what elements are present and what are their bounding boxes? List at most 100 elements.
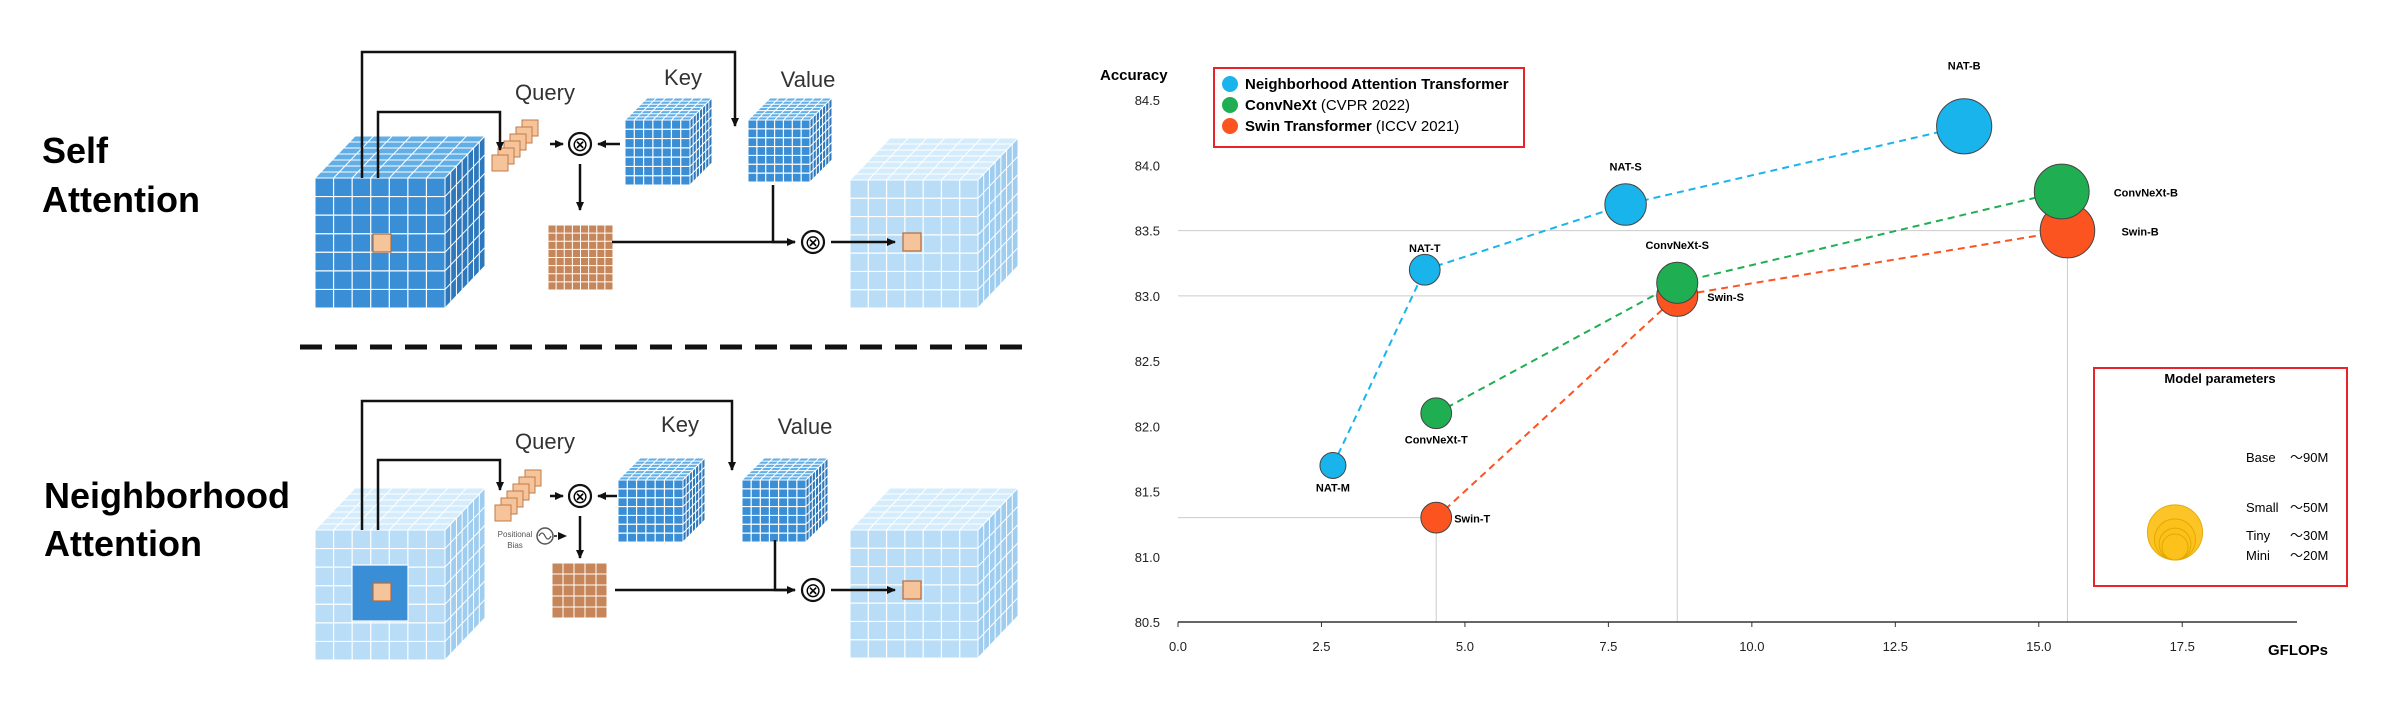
point-convnext-t [1420,397,1453,430]
point-nat-t [1408,253,1441,286]
query-pixel-icon [372,233,392,253]
y-tick-label: 83.0 [1135,289,1160,304]
label-swin-b: Swin-B [2121,227,2158,239]
label-convnext-s: ConvNeXt-S [1645,240,1709,252]
y-tick-label: 80.5 [1135,615,1160,630]
legend-label-1: ConvNeXt (CVPR 2022) [1245,97,1410,114]
x-tick-label: 15.0 [2026,639,2051,654]
x-tick-label: 2.5 [1312,639,1330,654]
svg-text:⊗: ⊗ [572,134,589,156]
neighborhood-attention-operators: ⊗ ⊗ [536,483,826,603]
query-vector-top [491,119,539,172]
label-nat-b: NAT-B [1948,60,1981,72]
chart-grid [1178,230,2068,622]
size-legend-value-mini: ～20M [2290,548,2328,563]
chart-legend: Neighborhood Attention Transformer ConvNe… [1213,67,1525,148]
output-pixel-icon-bottom [902,580,922,600]
x-tick-label: 0.0 [1169,639,1187,654]
label-nat-m: NAT-M [1316,482,1350,494]
self-attention-title: Self [42,130,109,171]
value-cube-bottom [740,456,830,544]
point-convnext-s [1656,261,1699,304]
y-tick-label: 83.5 [1135,224,1160,239]
self-attention-operators: ⊗ ⊗ [567,131,826,255]
y-tick-label: 84.5 [1135,93,1160,108]
series-line-0 [1332,125,1965,466]
positional-bias-label: Positional [498,530,533,539]
legend-marker-0 [1222,76,1238,92]
size-legend-name-tiny: Tiny [2246,528,2271,543]
size-legend-name-small: Small [2246,500,2279,515]
legend-label-0: Neighborhood Attention Transformer [1245,76,1509,93]
attention-matrix-bottom [551,562,608,619]
point-swin-t [1420,501,1453,534]
label-swin-s: Swin-S [1707,292,1744,304]
x-axis-label: GFLOPs [2268,642,2328,659]
svg-text:⊗: ⊗ [572,486,589,508]
value-label-bottom: Value [778,414,833,439]
output-cube-bottom [848,486,1020,660]
label-swin-t: Swin-T [1454,514,1490,526]
legend-marker-2 [1222,118,1238,134]
y-tick-label: 81.0 [1135,550,1160,565]
chart-axes: 0.0 2.5 5.0 7.5 10.0 12.5 15.0 17.5 80.5 81.0 81.5… [1135,93,2297,654]
svg-text:⊗: ⊗ [805,232,822,254]
svg-text:⊗: ⊗ [805,580,822,602]
y-tick-label: 82.5 [1135,354,1160,369]
size-legend-value-base: ～90M [2290,450,2328,465]
size-legend-value-small: ～50M [2290,500,2328,515]
query-label-bottom: Query [515,429,575,454]
y-tick-label: 82.0 [1135,419,1160,434]
point-labels: Swin-B ConvNeXt-B NAT-B Swin-S ConvNeXt-S NAT… [1316,60,2178,525]
point-nat-b [1936,98,1993,155]
series-line-2 [1435,229,2068,519]
size-legend-title: Model parameters [2164,371,2275,386]
key-label-top: Key [664,65,702,90]
size-legend-value-tiny: ～30M [2290,528,2328,543]
positional-bias-label-2: Bias [507,541,523,550]
key-cube-bottom [616,456,707,544]
attention-diagram: Self Attention Neighborhood Attention ⊗ … [42,50,1035,662]
accuracy-vs-gflops-chart: 0.0 2.5 5.0 7.5 10.0 12.5 15.0 17.5 80.5 81.0 81.5… [1100,60,2348,659]
neighborhood-attention-title: Neighborhood [44,475,290,516]
y-tick-label: 84.0 [1135,158,1160,173]
query-pixel-icon-bottom [372,582,392,602]
legend-label-2: Swin Transformer (ICCV 2021) [1245,118,1459,135]
value-cube-top [746,96,834,184]
series-line-1 [1435,190,2062,415]
value-label-top: Value [781,67,836,92]
point-convnext-b [2033,163,2090,220]
query-label-top: Query [515,80,575,105]
label-convnext-b: ConvNeXt-B [2114,188,2178,200]
label-convnext-t: ConvNeXt-T [1405,434,1468,446]
x-tick-label: 7.5 [1599,639,1617,654]
y-axis-label: Accuracy [1100,67,1168,84]
input-feature-cube-top [313,134,487,310]
label-nat-s: NAT-S [1610,162,1642,174]
size-legend-name-base: Base [2246,450,2276,465]
label-nat-t: NAT-T [1409,243,1441,255]
y-tick-label: 81.5 [1135,485,1160,500]
neighborhood-attention-title-2: Attention [44,523,202,564]
output-cube-top [848,136,1020,310]
x-tick-label: 12.5 [1883,639,1908,654]
self-attention-wiring [360,50,896,246]
x-tick-label: 17.5 [2170,639,2195,654]
query-vector-bottom [494,469,542,522]
series-points [1319,98,2096,534]
size-legend-circle-mini [2161,533,2189,561]
series-lines [1332,125,2068,519]
x-tick-label: 5.0 [1456,639,1474,654]
key-cube-top [623,96,714,187]
legend-marker-1 [1222,97,1238,113]
output-pixel-icon [902,232,922,252]
size-legend-name-mini: Mini [2246,548,2270,563]
size-legend: Model parameters Base ～90M Small ～50M Tiny ～3… [2093,367,2348,587]
self-attention-title-2: Attention [42,179,200,220]
x-tick-label: 10.0 [1739,639,1764,654]
neighborhood-attention-wiring [360,399,896,594]
point-nat-s [1604,183,1647,226]
attention-matrix-top [547,224,614,291]
key-label-bottom: Key [661,412,699,437]
point-nat-m [1319,451,1347,479]
